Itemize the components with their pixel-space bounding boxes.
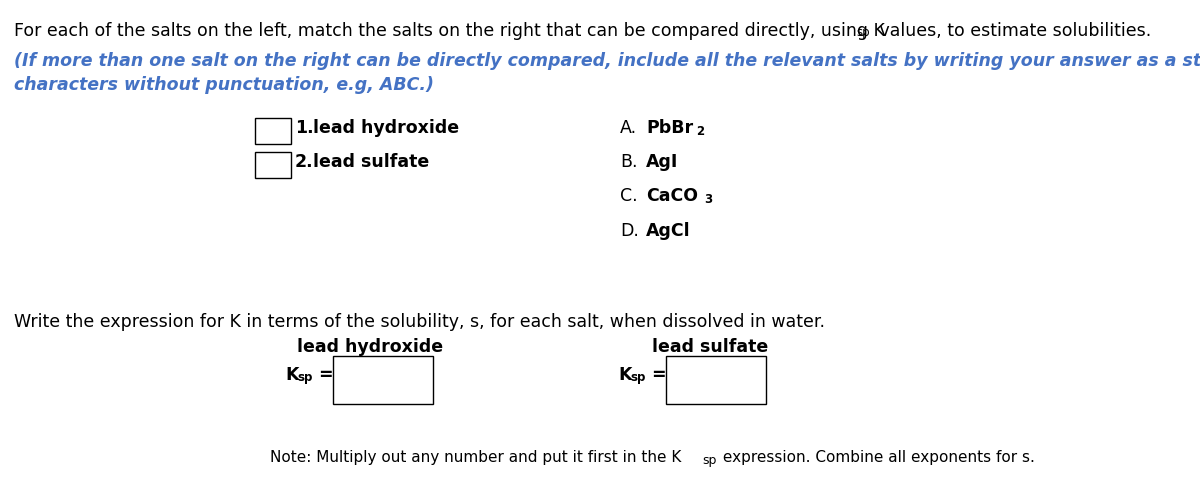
Text: =: =	[646, 366, 667, 384]
Text: 1.: 1.	[295, 119, 313, 137]
Text: K: K	[286, 366, 299, 384]
Text: lead sulfate: lead sulfate	[652, 338, 768, 356]
Text: expression. Combine all exponents for s.: expression. Combine all exponents for s.	[718, 450, 1034, 465]
Text: A.: A.	[620, 119, 637, 137]
Text: 3: 3	[704, 193, 712, 206]
Text: lead hydroxide: lead hydroxide	[313, 119, 460, 137]
Text: B.: B.	[620, 153, 637, 171]
Text: 2.: 2.	[295, 153, 313, 171]
Text: C.: C.	[620, 187, 637, 205]
FancyBboxPatch shape	[256, 152, 292, 178]
Text: characters without punctuation, e.g, ABC.): characters without punctuation, e.g, ABC…	[14, 76, 434, 94]
Text: K: K	[618, 366, 631, 384]
Text: 2: 2	[696, 125, 704, 138]
Text: PbBr: PbBr	[646, 119, 694, 137]
Text: AgCl: AgCl	[646, 222, 691, 240]
Text: lead sulfate: lead sulfate	[313, 153, 430, 171]
FancyBboxPatch shape	[256, 118, 292, 144]
Text: (If more than one salt on the right can be directly compared, include all the re: (If more than one salt on the right can …	[14, 52, 1200, 70]
Text: D.: D.	[620, 222, 638, 240]
Text: lead hydroxide: lead hydroxide	[296, 338, 443, 356]
Text: sp: sp	[630, 371, 646, 384]
Text: Note: Multiply out any number and put it first in the K: Note: Multiply out any number and put it…	[270, 450, 682, 465]
FancyBboxPatch shape	[666, 356, 766, 404]
Text: sp: sp	[702, 454, 716, 467]
Text: sp: sp	[298, 371, 312, 384]
Text: =: =	[313, 366, 334, 384]
Text: sp: sp	[856, 26, 870, 39]
FancyBboxPatch shape	[334, 356, 433, 404]
Text: AgI: AgI	[646, 153, 678, 171]
Text: CaCO: CaCO	[646, 187, 698, 205]
Text: For each of the salts on the left, match the salts on the right that can be comp: For each of the salts on the left, match…	[14, 22, 884, 40]
Text: values, to estimate solubilities.: values, to estimate solubilities.	[874, 22, 1151, 40]
Text: Write the expression for K in terms of the solubility, s, for each salt, when di: Write the expression for K in terms of t…	[14, 313, 826, 331]
